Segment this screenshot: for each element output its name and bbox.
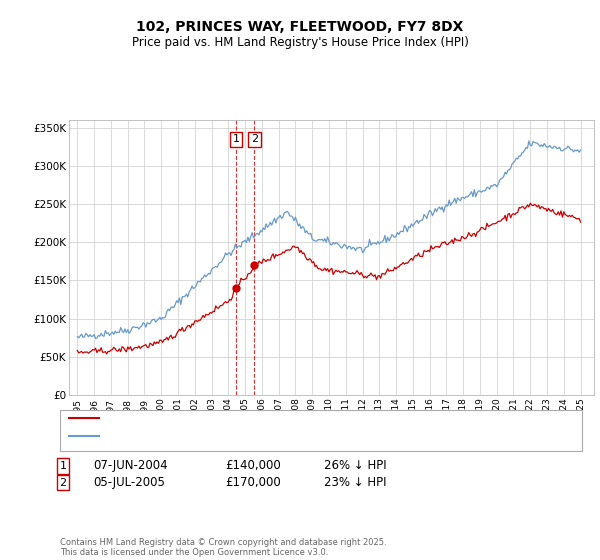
Text: Contains HM Land Registry data © Crown copyright and database right 2025.
This d: Contains HM Land Registry data © Crown c… <box>60 538 386 557</box>
Text: 07-JUN-2004: 07-JUN-2004 <box>93 459 167 473</box>
Text: 05-JUL-2005: 05-JUL-2005 <box>93 476 165 489</box>
Text: 2: 2 <box>251 134 258 144</box>
Text: 1: 1 <box>233 134 239 144</box>
Text: 2: 2 <box>59 478 67 488</box>
Text: £140,000: £140,000 <box>225 459 281 473</box>
Text: 102, PRINCES WAY, FLEETWOOD, FY7 8DX (detached house): 102, PRINCES WAY, FLEETWOOD, FY7 8DX (de… <box>105 413 419 423</box>
Text: 102, PRINCES WAY, FLEETWOOD, FY7 8DX: 102, PRINCES WAY, FLEETWOOD, FY7 8DX <box>136 20 464 34</box>
Text: 1: 1 <box>59 461 67 471</box>
Text: HPI: Average price, detached house, Wyre: HPI: Average price, detached house, Wyre <box>105 431 325 441</box>
Text: 26% ↓ HPI: 26% ↓ HPI <box>324 459 386 473</box>
Text: 23% ↓ HPI: 23% ↓ HPI <box>324 476 386 489</box>
Text: £170,000: £170,000 <box>225 476 281 489</box>
Text: Price paid vs. HM Land Registry's House Price Index (HPI): Price paid vs. HM Land Registry's House … <box>131 36 469 49</box>
